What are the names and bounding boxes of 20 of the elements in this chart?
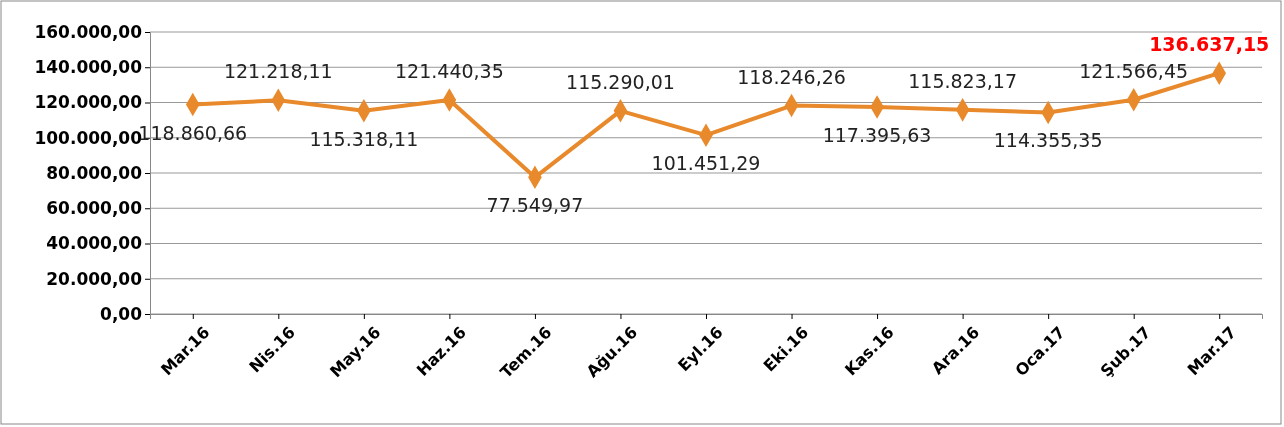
y-tick-label: 40.000,00: [46, 233, 143, 254]
data-label: 117.395,63: [822, 124, 932, 147]
data-label: 136.637,15: [1149, 33, 1270, 56]
y-tick-label: 60.000,00: [46, 198, 143, 219]
data-label: 77.549,97: [486, 194, 584, 217]
y-tick-label: 120.000,00: [34, 92, 143, 113]
y-tick-label: 80.000,00: [46, 162, 143, 183]
data-label: 121.218,11: [223, 60, 333, 83]
data-label: 101.451,29: [651, 152, 761, 175]
y-tick-label: 140.000,00: [34, 57, 143, 78]
data-label: 115.823,17: [908, 69, 1018, 92]
data-label: 115.318,11: [309, 127, 419, 150]
y-tick-label: 160.000,00: [34, 21, 143, 42]
data-label: 118.246,26: [737, 65, 846, 88]
y-tick-label: 20.000,00: [46, 268, 143, 289]
y-tick-label: 0,00: [100, 303, 143, 324]
data-label: 115.290,01: [566, 70, 675, 93]
data-label: 114.355,35: [993, 129, 1103, 152]
data-label: 121.566,45: [1079, 59, 1189, 82]
data-label: 121.440,35: [394, 59, 504, 82]
